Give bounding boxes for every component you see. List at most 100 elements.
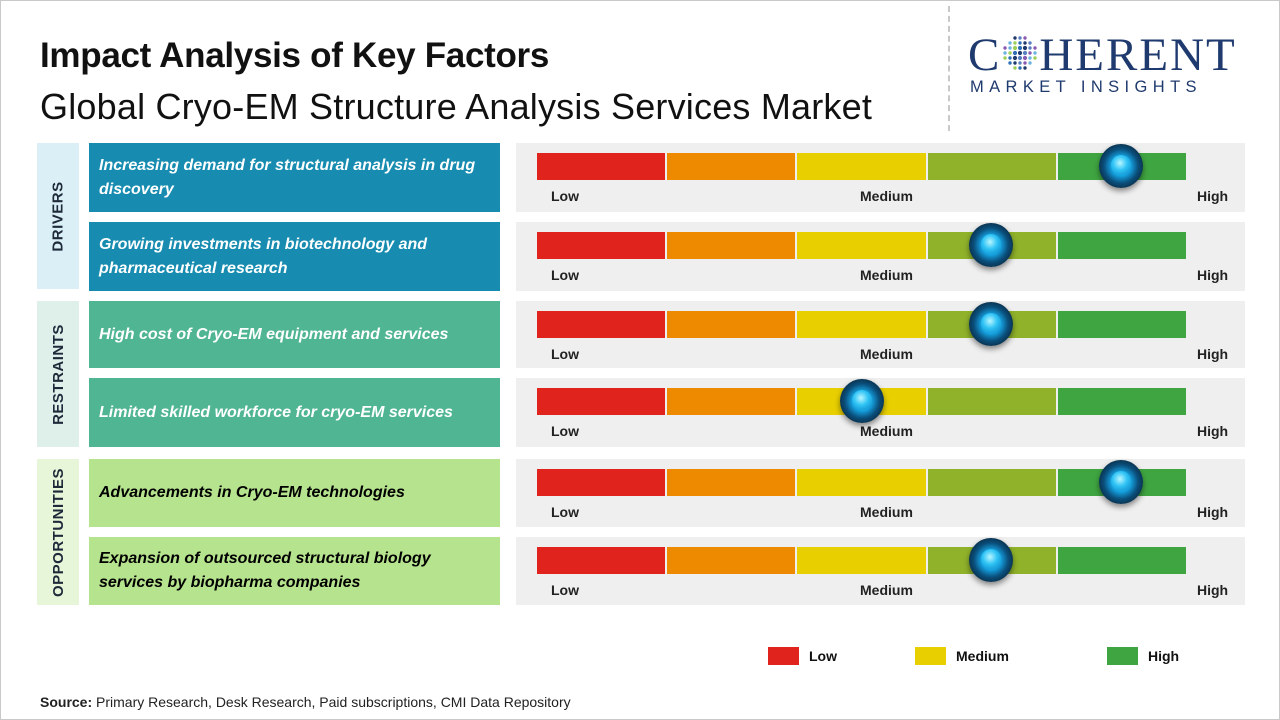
- impact-marker-knob: [1099, 144, 1144, 188]
- logo-dot: [1033, 51, 1038, 55]
- company-logo: C HERENT MARKET INSIGHTS: [968, 30, 1260, 100]
- source-note: Source: Primary Research, Desk Research,…: [40, 694, 571, 710]
- scale-label-medium: Medium: [860, 504, 913, 520]
- logo-dot: [1013, 50, 1018, 56]
- scale-label-medium: Medium: [860, 423, 913, 439]
- logo-dot: [1023, 55, 1028, 61]
- logo-dot: [1023, 41, 1028, 45]
- scale-segment: [537, 232, 668, 259]
- scale-segment: [797, 232, 928, 259]
- impact-scale-bar: [537, 547, 1187, 574]
- legend-item: Low: [768, 647, 837, 665]
- impact-gauge: Low Medium High: [516, 222, 1245, 291]
- impact-scale-bar: [537, 388, 1187, 415]
- logo-dot: [1028, 61, 1033, 65]
- scale-label-high: High: [1197, 188, 1229, 204]
- factor-label: Advancements in Cryo-EM technologies: [89, 459, 500, 527]
- category-label: DRIVERS: [49, 180, 67, 252]
- logo-dot: [1023, 66, 1028, 70]
- scale-label-high: High: [1197, 423, 1229, 439]
- category-restraints: RESTRAINTS: [37, 301, 79, 447]
- logo-tagline: MARKET INSIGHTS: [970, 78, 1202, 96]
- logo-dot: [1028, 51, 1033, 55]
- logo-dot: [1013, 66, 1018, 70]
- scale-segment: [667, 388, 798, 415]
- scale-segment: [797, 311, 928, 338]
- scale-label-medium: Medium: [860, 188, 913, 204]
- scale-label-high: High: [1197, 346, 1229, 362]
- logo-wordmark: C HERENT: [968, 29, 1237, 81]
- impact-marker-knob: [1099, 460, 1144, 504]
- scale-segment: [537, 469, 668, 496]
- logo-dot: [1008, 46, 1013, 50]
- logo-dot: [1028, 56, 1033, 60]
- legend-item: Medium: [915, 647, 1009, 665]
- logo-dot: [1018, 41, 1023, 45]
- legend-swatch: [768, 647, 799, 665]
- legend-swatch: [915, 647, 946, 665]
- logo-dot: [1003, 51, 1008, 55]
- logo-dot: [1033, 56, 1038, 60]
- scale-segment: [667, 153, 798, 180]
- header-divider: [948, 6, 950, 131]
- logo-dot: [1003, 46, 1008, 50]
- category-opportunities: OPPORTUNITIES: [37, 459, 79, 605]
- logo-dot: [1018, 45, 1023, 51]
- scale-segment: [797, 469, 928, 496]
- impact-scale-bar: [537, 311, 1187, 338]
- logo-dot-grid-icon: [1003, 36, 1038, 70]
- logo-dot: [1008, 51, 1013, 55]
- logo-dot: [1008, 41, 1013, 45]
- logo-dot: [1023, 61, 1028, 65]
- impact-gauge: Low Medium High: [516, 378, 1245, 447]
- logo-dot: [1023, 36, 1028, 40]
- impact-gauge: Low Medium High: [516, 537, 1245, 605]
- scale-segment: [927, 153, 1058, 180]
- category-label: RESTRAINTS: [49, 323, 67, 425]
- scale-label-low: Low: [551, 423, 579, 439]
- scale-label-high: High: [1197, 267, 1229, 283]
- scale-segment: [797, 547, 928, 574]
- scale-segment: [667, 232, 798, 259]
- scale-segment: [1057, 232, 1187, 259]
- scale-segment: [1057, 547, 1187, 574]
- scale-segment: [797, 153, 928, 180]
- page-subtitle: Global Cryo-EM Structure Analysis Servic…: [40, 86, 873, 127]
- logo-dot: [1018, 36, 1023, 40]
- logo-dot: [1008, 56, 1013, 60]
- logo-dot: [1013, 61, 1018, 65]
- category-drivers: DRIVERS: [37, 143, 79, 289]
- scale-label-low: Low: [551, 267, 579, 283]
- logo-dot: [1023, 45, 1028, 51]
- scale-segment: [537, 388, 668, 415]
- scale-segment: [1057, 388, 1187, 415]
- scale-segment: [1057, 311, 1187, 338]
- scale-segment: [537, 153, 668, 180]
- scale-label-medium: Medium: [860, 346, 913, 362]
- impact-gauge: Low Medium High: [516, 459, 1245, 527]
- logo-dot: [1028, 41, 1033, 45]
- legend-label: High: [1148, 648, 1180, 664]
- scale-segment: [537, 311, 668, 338]
- factor-label: Increasing demand for structural analysi…: [89, 143, 500, 212]
- scale-label-medium: Medium: [860, 582, 913, 598]
- impact-marker-knob: [969, 302, 1014, 346]
- impact-gauge: Low Medium High: [516, 143, 1245, 212]
- logo-dot: [1018, 66, 1023, 70]
- logo-dot: [1018, 55, 1023, 61]
- legend-item: High: [1107, 647, 1179, 665]
- logo-dot: [1008, 61, 1013, 65]
- logo-dot: [1023, 50, 1028, 56]
- logo-dot: [1028, 46, 1033, 50]
- impact-scale-bar: [537, 153, 1187, 180]
- factor-label: Growing investments in biotechnology and…: [89, 222, 500, 291]
- logo-dot: [1013, 45, 1018, 51]
- scale-label-medium: Medium: [860, 267, 913, 283]
- impact-scale-bar: [537, 232, 1187, 259]
- factor-label: High cost of Cryo-EM equipment and servi…: [89, 301, 500, 368]
- logo-dot: [1013, 55, 1018, 61]
- impact-marker-knob: [839, 379, 884, 423]
- impact-marker-knob: [969, 223, 1014, 267]
- scale-segment: [667, 311, 798, 338]
- scale-label-high: High: [1197, 582, 1229, 598]
